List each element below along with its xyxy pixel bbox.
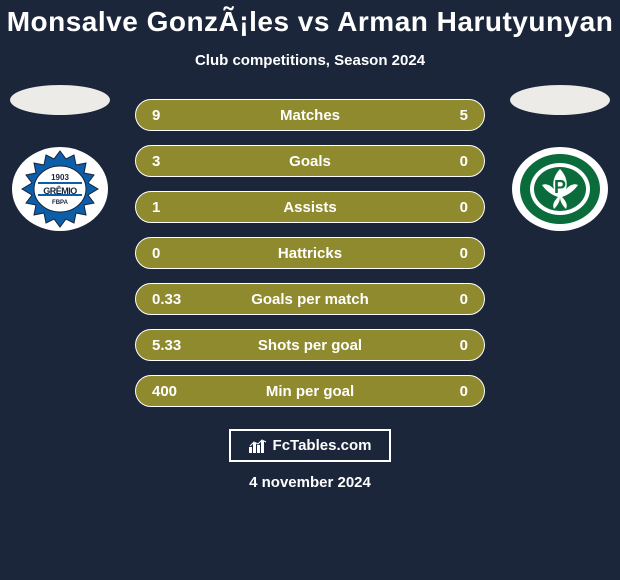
stat-right-value: 0 (424, 153, 468, 170)
stat-label: Assists (196, 199, 424, 216)
content-root: Monsalve GonzÃ¡les vs Arman Harutyunyan … (0, 0, 620, 580)
brand-label: FcTables.com (273, 437, 372, 454)
bars-icon (249, 439, 267, 453)
right-player-avatar (510, 85, 610, 115)
stat-label: Min per goal (196, 383, 424, 400)
stat-left-value: 1 (152, 199, 196, 216)
page-title: Monsalve GonzÃ¡les vs Arman Harutyunyan (7, 6, 614, 38)
right-player-col: P (510, 85, 610, 233)
stat-left-value: 3 (152, 153, 196, 170)
stat-right-value: 0 (424, 199, 468, 216)
stat-left-value: 5.33 (152, 337, 196, 354)
footer-date: 4 november 2024 (249, 474, 371, 491)
svg-text:GRÊMIO: GRÊMIO (43, 185, 77, 196)
svg-text:P: P (554, 177, 566, 197)
stat-left-value: 9 (152, 107, 196, 124)
stat-row: 3Goals0 (135, 145, 485, 177)
stat-right-value: 0 (424, 337, 468, 354)
stat-right-value: 5 (424, 107, 468, 124)
gremio-crest-icon: 1903 GRÊMIO FBPA (10, 145, 110, 233)
footer: FcTables.com 4 november 2024 (229, 429, 392, 491)
comparison-area: 1903 GRÊMIO FBPA 9Matches53Goals01Assist… (0, 99, 620, 407)
right-club-badge: P (510, 145, 610, 233)
stat-label: Shots per goal (196, 337, 424, 354)
stat-left-value: 400 (152, 383, 196, 400)
stat-label: Goals per match (196, 291, 424, 308)
stats-rows: 9Matches53Goals01Assists00Hattricks00.33… (135, 99, 485, 407)
stat-row: 0.33Goals per match0 (135, 283, 485, 315)
stat-row: 1Assists0 (135, 191, 485, 223)
brand-box: FcTables.com (229, 429, 392, 462)
svg-text:1903: 1903 (51, 173, 69, 182)
stat-row: 9Matches5 (135, 99, 485, 131)
palmeiras-crest-icon: P (510, 145, 610, 233)
stat-left-value: 0 (152, 245, 196, 262)
svg-text:FBPA: FBPA (52, 200, 69, 206)
stat-row: 0Hattricks0 (135, 237, 485, 269)
stat-row: 400Min per goal0 (135, 375, 485, 407)
stat-label: Matches (196, 107, 424, 124)
left-player-avatar (10, 85, 110, 115)
stat-row: 5.33Shots per goal0 (135, 329, 485, 361)
stat-right-value: 0 (424, 291, 468, 308)
stat-left-value: 0.33 (152, 291, 196, 308)
left-player-col: 1903 GRÊMIO FBPA (10, 85, 110, 233)
left-club-badge: 1903 GRÊMIO FBPA (10, 145, 110, 233)
stat-right-value: 0 (424, 245, 468, 262)
stat-label: Hattricks (196, 245, 424, 262)
subtitle: Club competitions, Season 2024 (195, 52, 425, 69)
stat-label: Goals (196, 153, 424, 170)
stat-right-value: 0 (424, 383, 468, 400)
